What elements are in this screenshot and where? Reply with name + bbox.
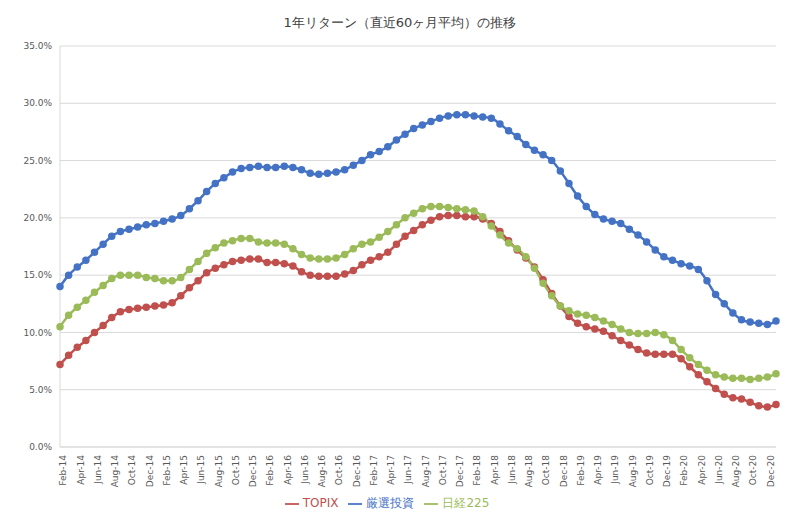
svg-text:Jun-20: Jun-20 <box>714 455 724 485</box>
svg-text:Oct-14: Oct-14 <box>127 455 137 486</box>
svg-text:Aug-19: Aug-19 <box>628 455 638 488</box>
svg-text:Aug-17: Aug-17 <box>421 455 431 487</box>
svg-text:Dec-17: Dec-17 <box>455 455 465 487</box>
svg-text:Dec-18: Dec-18 <box>559 455 569 487</box>
html-text:TOPIX: TOPIX <box>302 496 339 510</box>
svg-text:15.0%: 15.0% <box>23 270 52 280</box>
svg-text:Oct-17: Oct-17 <box>438 455 448 485</box>
svg-text:Oct-15: Oct-15 <box>231 455 241 485</box>
svg-text:Dec-14: Dec-14 <box>145 455 155 487</box>
html-text:日経225: 日経225 <box>442 496 490 510</box>
svg-text:Jun-16: Jun-16 <box>300 455 310 485</box>
svg-text:Apr-16: Apr-16 <box>283 455 293 485</box>
svg-text:Jun-18: Jun-18 <box>507 455 517 485</box>
svg-text:Jun-14: Jun-14 <box>93 455 103 485</box>
svg-text:Aug-18: Aug-18 <box>524 455 534 488</box>
svg-text:Oct-19: Oct-19 <box>645 455 655 486</box>
svg-text:Feb-16: Feb-16 <box>265 455 275 486</box>
svg-text:Aug-16: Aug-16 <box>317 455 327 488</box>
svg-text:30.0%: 30.0% <box>23 98 52 108</box>
html-text:1年リターン（直近60ヶ月平均）の推移: 1年リターン（直近60ヶ月平均）の推移 <box>283 15 517 30</box>
svg-text:20.0%: 20.0% <box>23 213 52 223</box>
svg-text:Dec-20: Dec-20 <box>766 455 776 487</box>
svg-text:Feb-17: Feb-17 <box>369 455 379 486</box>
svg-text:Jun-15: Jun-15 <box>196 455 206 485</box>
svg-text:Aug-20: Aug-20 <box>731 455 741 488</box>
svg-text:Feb-14: Feb-14 <box>58 455 68 486</box>
svg-text:Jun-19: Jun-19 <box>610 455 620 485</box>
svg-text:Dec-19: Dec-19 <box>662 455 672 487</box>
svg-text:Aug-15: Aug-15 <box>214 455 224 487</box>
svg-text:Apr-19: Apr-19 <box>593 455 603 485</box>
svg-text:Feb-15: Feb-15 <box>162 455 172 486</box>
svg-text:Oct-16: Oct-16 <box>334 455 344 486</box>
svg-text:25.0%: 25.0% <box>23 156 52 166</box>
svg-text:Apr-17: Apr-17 <box>386 455 396 485</box>
svg-text:5.0%: 5.0% <box>29 385 52 395</box>
svg-text:0.0%: 0.0% <box>29 442 52 452</box>
svg-text:Apr-18: Apr-18 <box>490 455 500 485</box>
svg-text:Apr-14: Apr-14 <box>76 455 86 485</box>
svg-text:Feb-19: Feb-19 <box>576 455 586 486</box>
svg-text:Aug-14: Aug-14 <box>110 455 120 488</box>
svg-text:Dec-15: Dec-15 <box>248 455 258 487</box>
svg-text:Feb-18: Feb-18 <box>472 455 482 486</box>
svg-text:Oct-20: Oct-20 <box>749 455 759 486</box>
svg-text:10.0%: 10.0% <box>23 328 52 338</box>
svg-text:35.0%: 35.0% <box>23 41 52 51</box>
svg-text:Apr-20: Apr-20 <box>697 455 707 485</box>
svg-text:Dec-16: Dec-16 <box>352 455 362 487</box>
svg-text:Oct-18: Oct-18 <box>541 455 551 486</box>
svg-text:Feb-20: Feb-20 <box>679 455 689 486</box>
svg-text:Apr-15: Apr-15 <box>179 455 189 485</box>
html-text:厳選投資: 厳選投資 <box>366 496 415 510</box>
svg-text:Jun-17: Jun-17 <box>403 455 413 485</box>
